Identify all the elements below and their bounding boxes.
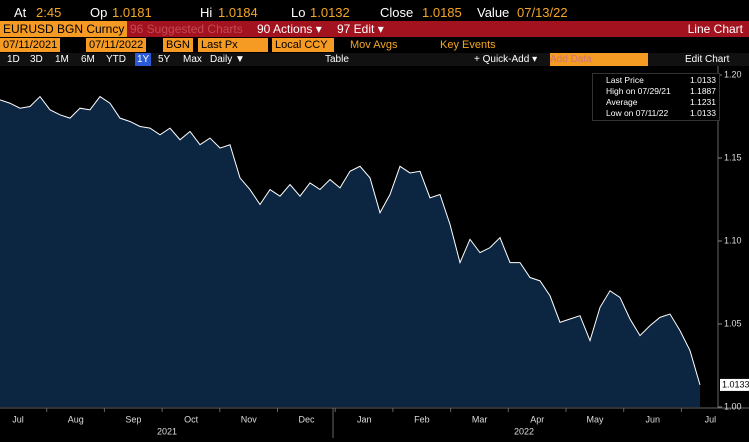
legend-value: 1.0133 <box>690 108 716 118</box>
y-tick-label: 1.20 <box>724 69 742 79</box>
value-label: Value <box>477 5 510 20</box>
time-label: At <box>14 5 27 20</box>
mov-avgs[interactable]: Mov Avgs <box>350 39 398 51</box>
start-date[interactable]: 07/11/2021 <box>0 38 61 52</box>
x-tick-label: Apr <box>530 414 544 424</box>
legend-value: 1.1231 <box>690 97 716 107</box>
x-tick-label: Aug <box>68 414 84 424</box>
period-button[interactable]: YTD <box>106 54 126 65</box>
table-button[interactable]: Table <box>325 54 349 65</box>
x-tick-label: Dec <box>298 414 315 424</box>
x-tick-label: Jul <box>12 414 24 424</box>
last-price-box <box>720 378 749 391</box>
y-tick-label: 1.10 <box>724 235 742 245</box>
y-tick-label: 1.00 <box>724 401 742 411</box>
security[interactable]: EURUSD BGN Curncy <box>0 21 128 37</box>
edit-menu[interactable]: 97 Edit ▾ <box>337 22 384 36</box>
period-button[interactable]: 1M <box>55 54 69 65</box>
x-tick-label: Mar <box>472 414 488 424</box>
period-button[interactable]: 3D <box>30 54 43 65</box>
actions-menu[interactable]: 90 Actions ▾ <box>257 22 322 36</box>
x-tick-label: May <box>586 414 604 424</box>
period-button[interactable]: 1D <box>7 54 20 65</box>
source[interactable]: BGN <box>163 38 193 52</box>
close-label: Close <box>380 5 414 20</box>
low: 1.0132 <box>310 5 350 20</box>
x-tick-label: Oct <box>184 414 199 424</box>
year-label: 2022 <box>514 426 534 436</box>
suggested-charts[interactable]: 96 Suggested Charts <box>130 22 243 36</box>
period-button[interactable]: 5Y <box>158 54 171 65</box>
legend-label: Last Price <box>606 75 644 85</box>
period-bar: Daily ▼ Table + Quick-Add ▾ Add Data Edi… <box>0 53 749 66</box>
legend-label: Average <box>606 97 638 107</box>
year-label: 2021 <box>157 426 177 436</box>
view-type: Line Chart <box>687 22 743 36</box>
quick-add[interactable]: + Quick-Add ▾ <box>474 54 538 65</box>
legend-label: Low on 07/11/22 <box>606 108 669 118</box>
currency[interactable]: Local CCY <box>272 38 334 52</box>
x-tick-label: Jan <box>357 414 372 424</box>
price-line <box>0 95 701 386</box>
legend-row: Last Price 1.0133 <box>596 75 716 86</box>
legend: Last Price 1.0133 High on 07/29/21 1.1887 Av… <box>592 73 720 121</box>
time: 2:45 <box>36 5 62 20</box>
area-fill <box>0 96 700 407</box>
y-tick-label: 1.05 <box>724 318 742 328</box>
high-label: Hi <box>200 5 213 20</box>
end-date[interactable]: 07/11/2022 <box>86 38 147 52</box>
legend-row: Average 1.1231 <box>596 97 716 108</box>
x-tick-label: Jun <box>645 414 660 424</box>
add-data[interactable]: Add Data <box>550 53 648 66</box>
y-tick-label: 1.15 <box>724 152 742 162</box>
quote-bar: At 2:45 Op 1.0181 Hi 1.0184 Lo 1.0132 Cl… <box>0 5 749 21</box>
legend-value: 1.0133 <box>690 75 716 85</box>
frequency[interactable]: Daily ▼ <box>210 54 245 65</box>
menu-bar: EURUSD BGN Curncy 96 Suggested Charts 90… <box>0 21 749 37</box>
legend-value: 1.1887 <box>690 86 716 96</box>
x-tick-label: Jul <box>705 414 717 424</box>
value: 07/13/22 <box>517 5 568 20</box>
field[interactable]: Last Px <box>198 38 268 52</box>
legend-label: High on 07/29/21 <box>606 86 671 96</box>
period-button[interactable]: 1Y <box>135 53 152 66</box>
settings-bar: 07/11/2021 07/11/2022 BGN Last Px Local … <box>0 38 749 52</box>
legend-row: Low on 07/11/22 1.0133 <box>596 108 716 119</box>
low-label: Lo <box>291 5 306 20</box>
chart: 1.20 1.15 1.10 1.05 1.00 1.0133 Jul Aug Sep Oct No… <box>0 66 749 438</box>
edit-chart[interactable]: Edit Chart <box>685 54 730 65</box>
last-price-label: 1.0133 <box>722 379 749 389</box>
open-label: Op <box>90 5 108 20</box>
high: 1.0184 <box>218 5 258 20</box>
period-button[interactable]: Max <box>183 54 202 65</box>
period-button[interactable]: 6M <box>81 54 95 65</box>
close: 1.0185 <box>422 5 462 20</box>
legend-row: High on 07/29/21 1.1887 <box>596 86 716 97</box>
x-tick-label: Nov <box>241 414 258 424</box>
x-tick-label: Sep <box>125 414 141 424</box>
x-tick-label: Feb <box>414 414 430 424</box>
open: 1.0181 <box>112 5 152 20</box>
key-events[interactable]: Key Events <box>440 39 496 51</box>
